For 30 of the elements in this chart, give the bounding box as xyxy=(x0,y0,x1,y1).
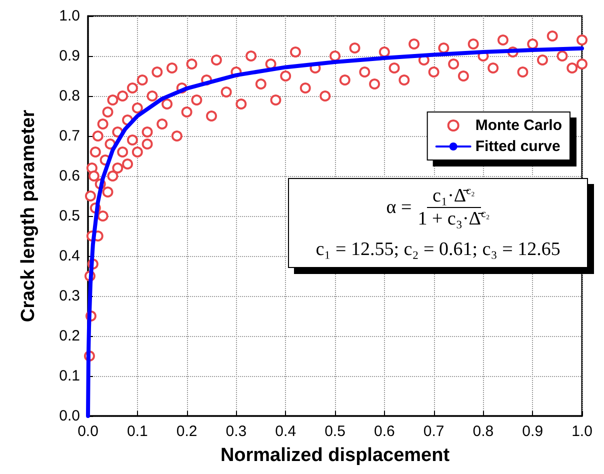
x-tick-label: 0.4 xyxy=(275,423,296,440)
x-tick-label: 1.0 xyxy=(572,423,592,440)
y-tick-label: 0.4 xyxy=(59,248,80,264)
annotation: c₁·Δ̄$^{c₂}$ xyxy=(426,185,481,208)
x-tick-label: 0.7 xyxy=(423,423,444,440)
legend-label: Fitted curve xyxy=(475,138,560,155)
y-tick-label: 0.3 xyxy=(59,288,80,304)
annotation: 1 + c₃·Δ̄$^{c₂}$ xyxy=(418,208,490,231)
x-tick-label: 0.2 xyxy=(176,423,198,440)
y-tick-label: 0.2 xyxy=(59,328,80,344)
legend-label: Monte Carlo xyxy=(475,117,562,134)
y-tick-label: 0.9 xyxy=(59,48,80,64)
y-tick-label: 0.8 xyxy=(59,88,80,104)
x-tick-label: 0.5 xyxy=(324,423,346,440)
x-tick-label: 0.9 xyxy=(522,423,544,440)
x-tick-label: 0.0 xyxy=(78,423,98,440)
x-axis-title: Normalized displacement xyxy=(220,445,450,466)
x-tick-label: 0.1 xyxy=(126,423,148,440)
y-tick-label: 0.6 xyxy=(59,168,80,184)
annotation: α = xyxy=(386,196,412,219)
annotation: c₁ = 12.55; c₂ = 0.61; c₃ = 12.65 xyxy=(314,238,562,261)
x-tick-label: 0.3 xyxy=(226,423,247,440)
y-tick-label: 1.0 xyxy=(59,8,80,24)
x-tick-label: 0.6 xyxy=(374,423,395,440)
y-tick-label: 0.0 xyxy=(59,408,80,424)
x-tick-label: 0.8 xyxy=(472,423,494,440)
y-tick-label: 0.1 xyxy=(59,368,80,384)
y-tick-label: 0.7 xyxy=(59,128,80,144)
y-axis-title: Crack length parameter xyxy=(18,109,39,322)
y-tick-label: 0.5 xyxy=(59,208,80,224)
